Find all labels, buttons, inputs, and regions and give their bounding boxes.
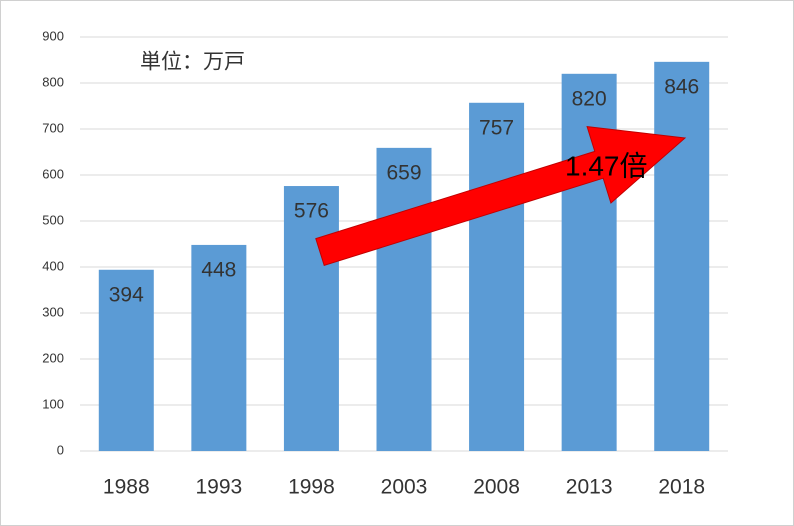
bar [98, 269, 154, 451]
y-tick-label: 500 [42, 212, 64, 227]
bar [654, 61, 710, 452]
bar [469, 102, 525, 451]
x-tick-label: 2008 [473, 476, 520, 499]
data-label: 846 [664, 75, 699, 98]
data-label: 757 [479, 116, 514, 139]
x-tick-label: 2018 [658, 476, 705, 499]
unit-note: 単位：万戸 [140, 51, 245, 74]
x-tick-label: 2013 [566, 476, 613, 499]
data-label: 820 [572, 87, 607, 110]
growth-arrow [315, 126, 687, 267]
data-label: 394 [109, 283, 144, 306]
y-tick-label: 700 [42, 120, 64, 135]
y-tick-label: 200 [42, 350, 64, 365]
data-label: 576 [294, 200, 329, 223]
y-tick-label: 300 [42, 304, 64, 319]
y-tick-label: 600 [42, 166, 64, 181]
y-tick-label: 900 [42, 28, 64, 43]
x-tick-label: 2003 [381, 476, 428, 499]
data-label: 448 [201, 258, 236, 281]
bar [376, 147, 432, 452]
x-tick-label: 1993 [195, 476, 242, 499]
y-tick-label: 0 [57, 442, 64, 457]
x-tick-label: 1998 [288, 476, 335, 499]
y-tick-label: 800 [42, 74, 64, 89]
growth-note: 1.47倍 [565, 150, 648, 181]
x-tick-label: 1988 [103, 476, 150, 499]
y-tick-label: 100 [42, 396, 64, 411]
bar [283, 186, 339, 452]
plot-area: 0 100 200 300 400 500 600 700 800 900 1988 394 1993 4… [42, 28, 728, 499]
y-tick-label: 400 [42, 258, 64, 273]
data-label: 659 [386, 161, 421, 184]
bar [191, 244, 247, 451]
